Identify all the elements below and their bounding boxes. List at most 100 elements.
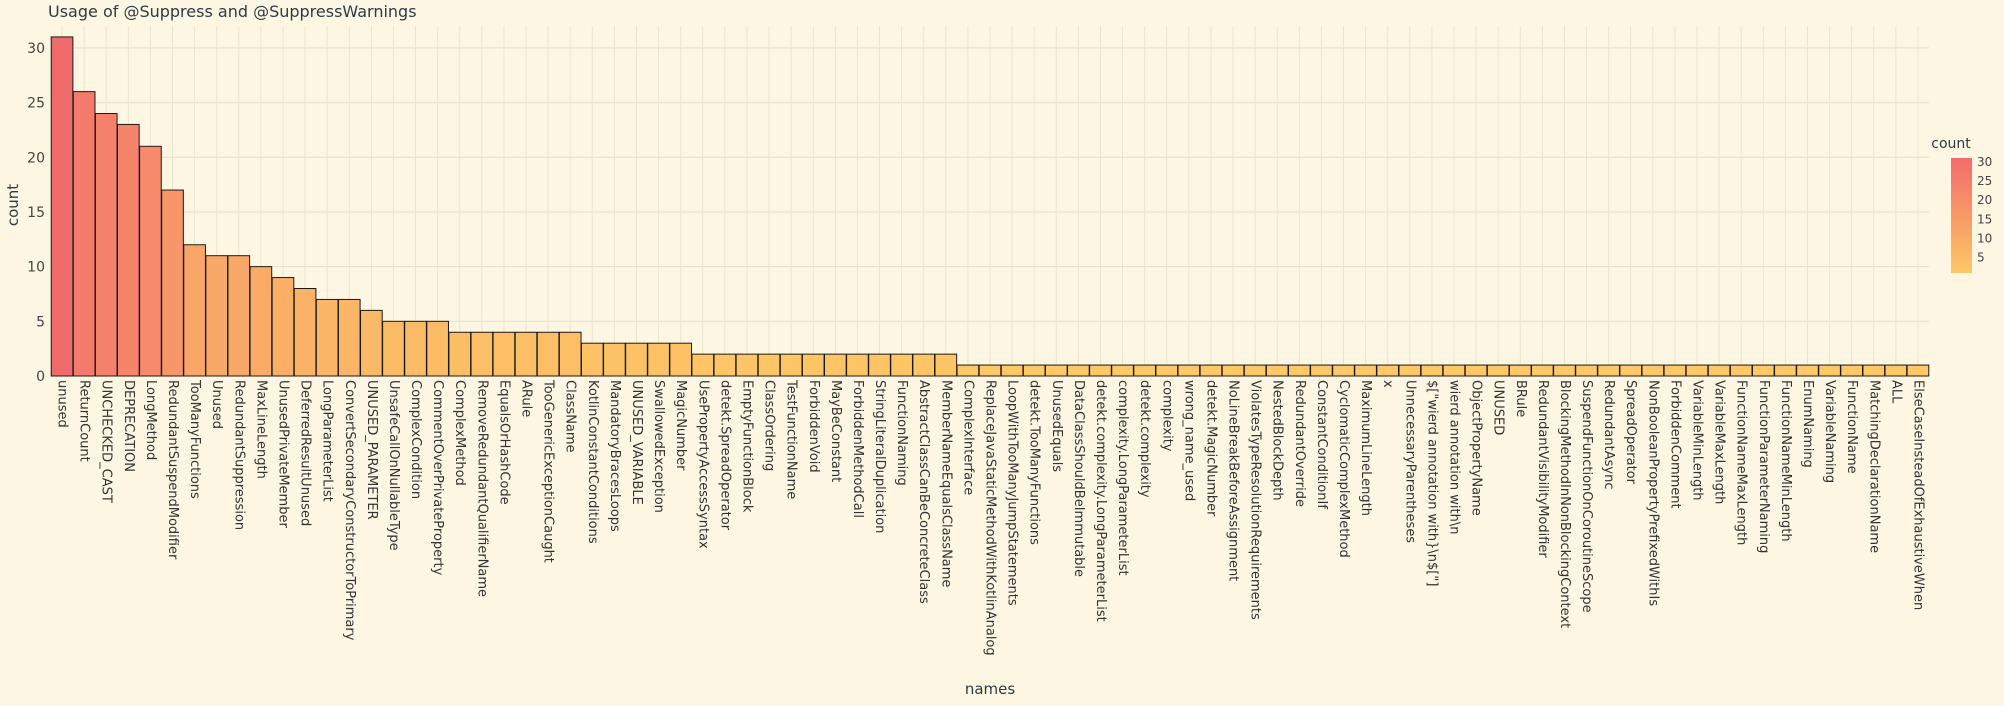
bar <box>912 353 936 377</box>
bar <box>868 353 891 377</box>
x-tick-label: MaximumLineLength <box>1358 380 1373 516</box>
x-tick-label: ViolatesTypeResolutionRequirements <box>1248 380 1263 620</box>
x-tick-label: VariableMinLength <box>1690 380 1705 501</box>
y-tick-label: 5 <box>36 314 45 330</box>
x-tick-label: KotlinConstantConditions <box>585 380 600 544</box>
bar <box>824 353 847 377</box>
bar <box>1531 364 1554 377</box>
bar <box>757 353 781 377</box>
bar <box>139 145 162 377</box>
x-tick-label: StringLiteralDuplication <box>872 380 887 533</box>
x-tick-label: ReturnCount <box>77 380 92 462</box>
bar <box>625 342 648 377</box>
bar <box>315 298 339 377</box>
x-tick-label: UnsafeCallOnNullableType <box>386 380 401 551</box>
bar <box>603 342 626 377</box>
x-tick-label: detekt.complexity <box>1137 380 1152 498</box>
x-tick-label: detekt.SpreadOperator <box>717 380 732 531</box>
x-tick-label: MemberNameEqualsClassName <box>938 380 953 587</box>
color-legend-gradient <box>1951 158 1972 273</box>
x-tick-label: ComplexInterface <box>960 380 975 495</box>
x-tick-label: ConstantConditionIf <box>1314 380 1329 509</box>
x-tick-label: ForbiddenMethodCall <box>850 380 865 518</box>
color-legend-tick-label: 5 <box>1977 251 1985 265</box>
x-tick-label: SuspendFunctionOnCoroutineScope <box>1579 380 1594 613</box>
bars <box>50 36 1930 377</box>
x-tick-label: RedundantSuppression <box>231 380 246 530</box>
x-tick-label: ComplexMethod <box>452 380 467 486</box>
bar <box>1707 364 1731 377</box>
x-tick-label: ReplaceJavaStaticMethodWithKotlinAnalog <box>983 380 998 656</box>
bar <box>50 36 74 377</box>
bar <box>1575 364 1598 377</box>
bar <box>735 353 759 377</box>
x-tick-label: wierd annotation with\n <box>1446 380 1461 534</box>
color-legend-title: count <box>1931 136 1971 152</box>
bar <box>956 364 980 377</box>
bar <box>1884 364 1908 377</box>
x-tick-label: UNUSED <box>1491 380 1506 435</box>
bar <box>978 364 1002 377</box>
x-tick-label: EmptyFunctionBlock <box>739 380 754 513</box>
y-axis-ticks: 0 5 10 15 20 25 30 <box>27 41 45 385</box>
bar <box>448 331 472 377</box>
bar <box>1354 364 1377 377</box>
x-tick-label: detekt.TooManyFunctions <box>1027 380 1042 545</box>
bar <box>1663 364 1687 377</box>
bar <box>1685 364 1709 377</box>
y-tick-label: 30 <box>27 41 45 57</box>
bar <box>846 353 869 377</box>
x-tick-label: NestedBlockDepth <box>1270 380 1285 501</box>
x-tick-label: AbstractClassCanBeConcreteClass <box>916 380 931 604</box>
x-tick-label: UnnecessaryParentheses <box>1402 380 1417 543</box>
x-axis-label: names <box>965 680 1016 698</box>
x-tick-label: MatchingDeclarationName <box>1866 380 1881 553</box>
x-tick-label: UNUSED_PARAMETER <box>364 380 379 520</box>
x-tick-label: ClassOrdering <box>762 380 777 471</box>
bar <box>492 331 516 377</box>
x-tick-label: FunctionName <box>1844 380 1859 474</box>
y-tick-label: 15 <box>27 205 45 221</box>
x-tick-label: ClassName <box>563 380 578 453</box>
bar <box>1310 364 1333 377</box>
y-axis-label: count <box>4 184 22 226</box>
x-tick-label: $["wierd annotation with}\n$["] <box>1424 380 1439 586</box>
bar <box>1729 364 1753 377</box>
bar <box>1199 364 1223 377</box>
x-axis-ticks: unused ReturnCount UNCHECKED_CAST DEPRECATI… <box>55 379 1926 656</box>
x-tick-label: detekt.complexity.LongParameterList <box>1093 380 1108 622</box>
bar <box>514 331 538 377</box>
bar <box>1067 364 1090 377</box>
x-tick-label: unused <box>55 380 70 428</box>
x-tick-label: UNUSED_VARIABLE <box>629 380 644 505</box>
bar <box>1641 364 1665 377</box>
bar <box>404 320 427 377</box>
x-tick-label: ConvertSecondaryConstructorToPrimary <box>342 380 357 641</box>
x-tick-label: wrong_name_used <box>1181 380 1196 501</box>
bar <box>227 255 251 377</box>
x-tick-label: ForbiddenVoid <box>806 380 821 473</box>
y-tick-label: 10 <box>27 260 45 276</box>
x-tick-label: LoopWithTooManyJumpStatements <box>1005 380 1020 606</box>
bar <box>1818 364 1841 377</box>
bar <box>801 353 825 377</box>
bar <box>337 298 361 377</box>
x-tick-label: RedundantVisibilityModifier <box>1535 380 1550 558</box>
bar <box>713 353 737 377</box>
x-tick-label: ForbiddenComment <box>1667 380 1682 509</box>
bar <box>691 353 715 377</box>
bar <box>1553 364 1576 377</box>
x-tick-label: BlockingMethodInNonBlockingContext <box>1557 380 1572 628</box>
x-tick-label: complexity <box>1159 380 1174 452</box>
bar <box>1442 364 1466 377</box>
x-tick-label: TooGenericExceptionCaught <box>541 379 556 563</box>
x-tick-label: VariableMaxLength <box>1712 380 1727 504</box>
y-tick-label: 25 <box>27 96 45 112</box>
bar <box>1111 364 1134 377</box>
x-tick-label: MandatoryBracesLoops <box>607 380 622 532</box>
bar <box>161 189 184 377</box>
x-tick-label: EnumNaming <box>1800 380 1815 468</box>
bar <box>1000 364 1024 377</box>
x-tick-label: ARule <box>519 380 534 417</box>
